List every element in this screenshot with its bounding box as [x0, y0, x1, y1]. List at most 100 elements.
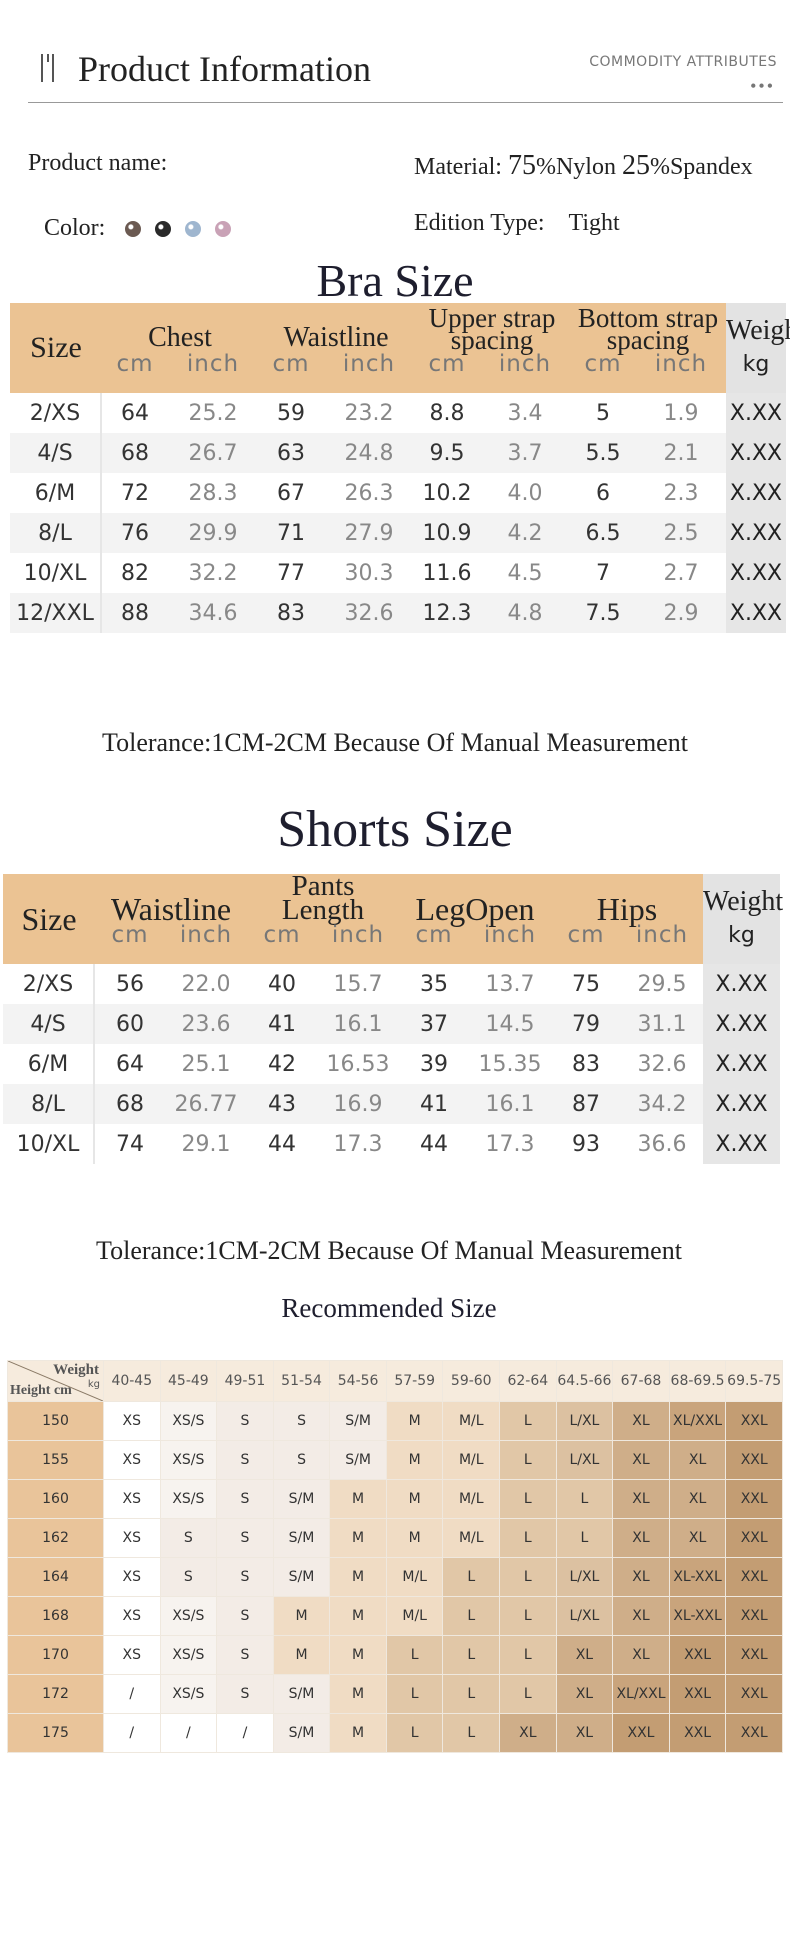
size-cell: XS/S [159, 1596, 218, 1636]
size-cell: XXL [725, 1440, 783, 1480]
color-swatches [125, 215, 245, 241]
cm-cell: 68 [102, 433, 168, 473]
size-cell: / [216, 1713, 274, 1753]
size-cell: S [216, 1635, 274, 1675]
size-cell: XL [555, 1674, 614, 1714]
table-row: 8/L 76 29.9 71 27.9 10.9 4.2 6.5 2.5 X.XX [10, 513, 787, 553]
table-row: 4/S 68 26.7 63 24.8 9.5 3.7 5.5 2.1 X.XX [10, 433, 787, 473]
size-cell: S [216, 1479, 274, 1519]
size-cell: XXL [725, 1713, 783, 1753]
cm-cell: 79 [551, 1004, 621, 1044]
table-row: 2/XS 56 22.0 40 15.7 35 13.7 75 29.5 X.XX [3, 964, 781, 1004]
size-cell: XXL [725, 1401, 783, 1441]
size-cell: XXL [725, 1557, 783, 1597]
cm-cell: 56 [95, 964, 165, 1004]
unit-inch: inch [317, 922, 399, 964]
weight-cell: X.XX [726, 473, 787, 513]
inch-cell: 26.3 [324, 473, 414, 513]
height-cell: 172 [7, 1674, 104, 1714]
unit-inch: inch [168, 351, 258, 393]
table-row: 10/XL 74 29.1 44 17.3 44 17.3 93 36.6 X.XX [3, 1124, 781, 1164]
table-row: 172/XS/S S S/M M L L L XL XL/XXL XXL XXL [7, 1674, 783, 1714]
inch-cell: 29.1 [165, 1124, 247, 1164]
cm-cell: 60 [95, 1004, 165, 1044]
size-cell: 8/L [3, 1084, 95, 1124]
size-cell: XS [103, 1596, 161, 1636]
size-cell: XS [103, 1557, 161, 1597]
inch-cell: 34.6 [168, 593, 258, 633]
inch-cell: 16.53 [317, 1044, 399, 1084]
cm-cell: 71 [258, 513, 324, 553]
table-row: 170 XS XS/S S M M L L L XL XL XXL XXL [7, 1635, 783, 1675]
cm-cell: 10.9 [414, 513, 480, 553]
weight-range-header: 54-56 [329, 1360, 387, 1402]
unit-inch: inch [469, 922, 551, 964]
material-name-2: %Spandex [649, 154, 753, 180]
size-cell: S/M [272, 1479, 331, 1519]
size-cell: M/L [442, 1440, 501, 1480]
inch-cell: 26.77 [165, 1084, 247, 1124]
color-swatch-4[interactable] [215, 221, 232, 238]
inch-cell: 32.2 [168, 553, 258, 593]
weight-cell: X.XX [703, 1004, 781, 1044]
color-swatch-1[interactable] [125, 221, 142, 238]
inch-cell: 29.5 [621, 964, 704, 1004]
size-cell: 2/XS [10, 393, 102, 433]
size-cell: XS [103, 1479, 161, 1519]
size-cell: XL [555, 1713, 614, 1753]
cm-cell: 39 [399, 1044, 469, 1084]
inch-cell: 17.3 [317, 1124, 399, 1164]
unit-cm: cm [399, 922, 469, 964]
size-cell: XXL [725, 1596, 783, 1636]
size-cell: XL/XXL [612, 1674, 670, 1714]
pants-length-header: Pants Length [247, 872, 399, 925]
weight-cell: X.XX [726, 553, 787, 593]
size-cell: XS/S [159, 1401, 218, 1441]
weight-range-header: 59-60 [442, 1360, 501, 1402]
size-cell: L/XL [555, 1557, 614, 1597]
size-cell: S [159, 1557, 218, 1597]
cm-cell: 88 [102, 593, 168, 633]
size-cell: S [216, 1557, 274, 1597]
size-cell: L [499, 1674, 557, 1714]
size-cell: L [442, 1674, 501, 1714]
cm-cell: 7.5 [570, 593, 636, 633]
cm-cell: 83 [258, 593, 324, 633]
inch-cell: 1.9 [636, 393, 727, 433]
height-cell: 155 [7, 1440, 104, 1480]
size-cell: XS [103, 1401, 161, 1441]
size-cell: L [499, 1518, 557, 1558]
weight-range-header: 67-68 [612, 1360, 670, 1402]
weight-range-header: 49-51 [216, 1360, 274, 1402]
size-cell: XXL [668, 1713, 727, 1753]
size-cell: XL [612, 1440, 670, 1480]
inch-cell: 36.6 [621, 1124, 704, 1164]
color-swatch-2[interactable] [155, 221, 172, 238]
cm-cell: 41 [399, 1084, 469, 1124]
size-cell: S [272, 1440, 331, 1480]
cm-cell: 44 [247, 1124, 317, 1164]
size-cell: XXL [725, 1518, 783, 1558]
cm-cell: 67 [258, 473, 324, 513]
inch-cell: 32.6 [621, 1044, 704, 1084]
size-cell: 10/XL [10, 553, 102, 593]
weight-cell: X.XX [703, 1044, 781, 1084]
size-cell: L [442, 1713, 501, 1753]
weight-label: Weight [703, 886, 784, 917]
size-cell: L [385, 1674, 444, 1714]
size-cell: XL [612, 1596, 670, 1636]
material-line: Material: 75%Nylon 25%Spandex [414, 150, 753, 182]
size-cell: / [103, 1674, 161, 1714]
height-cell: 175 [7, 1713, 104, 1753]
color-swatch-3[interactable] [185, 221, 202, 238]
table-row: 150 XS XS/S S S S/M M M/L L L/XL XL XL/XXL XXL [7, 1401, 783, 1441]
size-cell: L/XL [555, 1401, 614, 1441]
size-cell: M [329, 1635, 387, 1675]
header-dots: ••• [750, 76, 775, 96]
size-cell: M [329, 1518, 387, 1558]
cm-cell: 11.6 [414, 553, 480, 593]
size-cell: XS [103, 1518, 161, 1558]
size-cell: XL [612, 1557, 670, 1597]
height-cell: 170 [7, 1635, 104, 1675]
size-cell: M [329, 1674, 387, 1714]
